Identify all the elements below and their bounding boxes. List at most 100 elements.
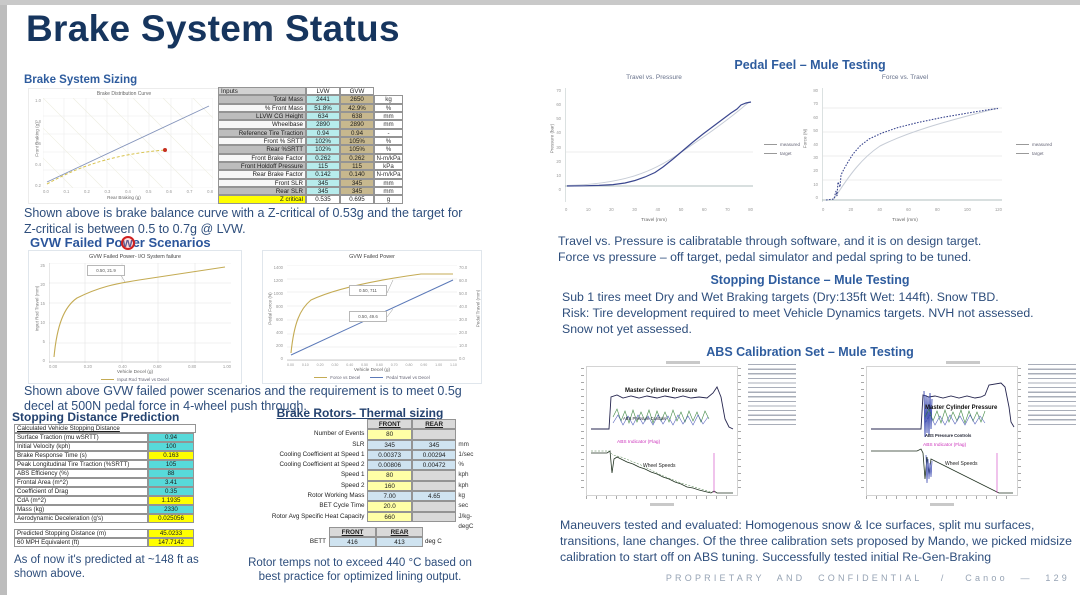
tick-label: 0.90 [420,363,428,367]
pedal-legend-1: measured target [764,142,812,160]
front-value: 160 [367,480,412,492]
header-cell: Inputs [218,87,306,96]
unit: % [374,103,403,113]
tick-label: 0.40 [346,363,354,367]
tick-label: 0.3 [104,189,111,194]
stopping-distance-table: Calculated Vehicle Stopping Distance Sur… [14,424,196,547]
row-label: Brake Response Time (s) [14,451,148,460]
front-value: 0.00373 [367,449,412,461]
gvw-value: 105% [340,137,374,146]
x-axis-label: Rear Braking (g) [107,195,141,200]
legend-entry: target [1016,151,1072,156]
y-axis-ticks-right [738,368,741,490]
apc-label: ABS Pressure Controls [925,433,972,438]
legend-entry: target [764,151,812,156]
table-row: Rear SLR 345 345 mm [218,187,405,196]
unit: % [374,145,403,154]
y-tick-labels: 25 20 15 10 5 0 [35,263,45,363]
header-spacer [294,527,329,537]
lvw-value: 0.94 [306,128,340,138]
tick-label: 1.0 [35,98,41,103]
master-cylinder-pressure-trace [591,386,734,430]
tiny-title-bar [666,361,700,364]
tick-label: 0.5 [145,189,152,194]
legend-entry: Force vs Decel [314,375,360,380]
row-label: Number of Events [314,430,365,438]
tick-label: 30 [556,144,561,150]
x-axis-label: Vehicle Decel (g) [353,368,391,373]
tick-label: 50.0 [459,291,468,296]
tick-label: 0.6 [35,140,41,146]
mcp-label: Master Cylinder Pressure [625,388,698,394]
chart-legend: Force vs Decel Pedal Travel vs Decel [263,375,481,380]
table-body: Number of Events 80 SLR 345 345 mm Cooli… [248,429,484,530]
legend-text-block [1028,364,1076,428]
rear-value: 413 [376,537,423,547]
table-row: Speed 1 80 kph [248,470,484,481]
lvw-value: 115 [306,162,340,171]
tick-label: 20.0 [459,330,468,335]
legend-entry: Pedal Travel vs Decel [370,375,430,380]
frame-left-strip [0,0,7,595]
row-label: Frontal Area (m^2) [14,478,148,487]
lvw-value: 51.8% [306,103,340,113]
lvw-value: 102% [306,145,340,154]
table-results: Predicted Stopping Distance (m) 45.0233 … [14,529,196,547]
section-stopping-distance-prediction: Stopping Distance Prediction [12,410,180,424]
target-curve [833,107,999,200]
tick-label: 0.4 [125,189,131,194]
gvw-value: 2890 [340,120,374,129]
table-row: Frontal Area (m^2) 3.41 [14,478,196,487]
unit: N-m/kPa [374,170,403,179]
unit: mm [458,440,469,448]
table-row: Speed 2 160 kph [248,480,484,492]
tick-label: 30.0 [459,317,468,322]
row-label: BETT [309,538,326,545]
tick-label: 60 [556,102,561,108]
row-label: Aerodynamic Deceleration (g's) [14,514,148,523]
tick-label: 0.60 [375,363,383,367]
tick-label: 0 [822,207,825,212]
row-label: Front % SRTT [218,137,306,146]
header-spacer [423,527,455,537]
tick-label: 200 [276,343,283,348]
legend-label: Force vs Decel [330,375,361,380]
tick-label: 0 [42,358,45,363]
gridlines [822,107,1002,181]
tick-label: 0.7 [186,189,193,194]
rotors-thermal-table: FRONT REAR Number of Events 80 SLR 345 3… [248,419,484,530]
tick-label: 0.0 [459,356,465,361]
y-axis-label: Force (N) [802,128,808,149]
y-tick-labels-left: 1400 1200 1000 800 600 400 200 0 [267,265,283,361]
tick-label: 0.8 [207,189,213,194]
tick-label: 0.8 [35,119,41,125]
tick-label: 40 [813,141,818,147]
mule-sd-line1: Sub 1 tires meet Dry and Wet Braking tar… [562,290,999,304]
gvw-value: 115 [340,162,374,171]
tick-label: 100 [963,207,971,212]
chart-title: Brake Distribution Curve [96,91,152,97]
row-label: Rotor Working Mass [307,492,365,500]
lvw-value: 102% [306,137,340,146]
tick-label: 20 [40,282,45,287]
tick-label: 30 [632,207,637,212]
gvw-value: 42.9% [340,103,374,113]
gvw-value: 0.94 [340,128,374,138]
table-row: CdA (m^2) 1.1935 [14,496,196,505]
row-value: 88 [148,469,194,478]
y-axis-label-right: Pedal Travel (mm) [475,289,481,328]
mule-sd-text: Sub 1 tires meet Dry and Wet Braking tar… [562,289,1067,338]
y-axis-ticks [861,368,864,490]
table-row: Peak Longitudinal Tire Traction (%SRTT) … [14,460,196,469]
row-label: Cooling Coefficient at Speed 1 [279,450,365,458]
gvw-value: 638 [340,112,374,121]
tick-label: 1200 [273,278,283,283]
legend-line-swatch [314,377,328,378]
tick-label: 800 [276,304,283,309]
tick-label: 20 [813,168,818,174]
row-label: Coefficient of Drag [14,487,148,496]
unit: deg C [425,538,442,545]
wheel-speeds-label: Wheel Speeds [945,461,978,467]
page-title: Brake System Status [26,8,400,49]
rear-value [411,470,457,481]
